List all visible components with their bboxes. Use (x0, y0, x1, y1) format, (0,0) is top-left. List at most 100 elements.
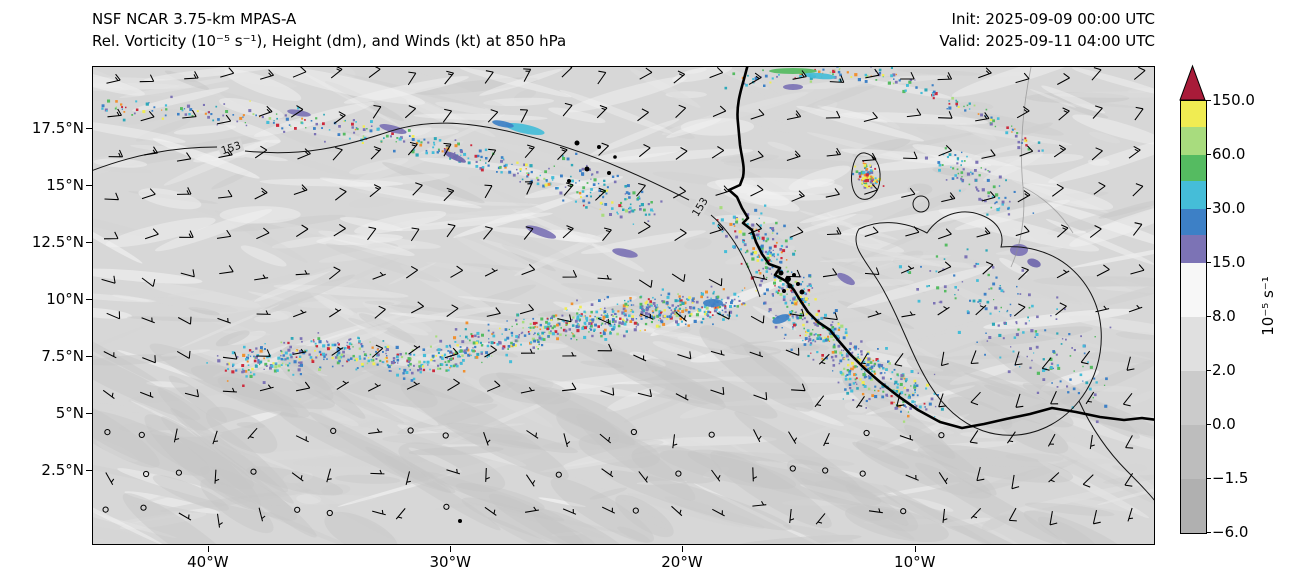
wind-barb (1124, 473, 1134, 487)
wind-barb (106, 73, 121, 84)
wind-barb (488, 148, 497, 163)
wind-barb (443, 142, 452, 157)
wind-barb (938, 145, 952, 157)
wind-barb (141, 188, 156, 200)
model-title: NSF NCAR 3.75-km MPAS-A (92, 10, 297, 28)
x-tick-label: 40°W (187, 553, 229, 571)
wind-barb (487, 109, 499, 123)
wind-barb (1057, 72, 1070, 85)
wind-barb (636, 182, 646, 197)
wind-barb (1051, 183, 1064, 197)
y-tick-label: 2.5°N (41, 460, 84, 479)
colorbar-tick-label: 15.0 (1212, 253, 1246, 271)
wind-barb (896, 392, 905, 407)
x-tick-mark (681, 546, 684, 552)
wind-barb (938, 393, 947, 408)
colorbar-tick-mark (1206, 208, 1211, 210)
wind-barb (297, 148, 311, 160)
wind-barb (563, 182, 574, 196)
wind-barb (748, 72, 762, 85)
wind-barb (599, 433, 612, 444)
wind-barb (789, 308, 805, 317)
wind-barb (673, 70, 686, 84)
y-tick-mark (86, 127, 92, 129)
wind-barb (182, 109, 197, 119)
wind-barb (295, 270, 310, 276)
island (458, 519, 462, 523)
wind-barb (102, 389, 115, 400)
wind-barb (444, 347, 459, 359)
field-title: Rel. Vorticity (10⁻⁵ s⁻¹), Height (dm), … (92, 32, 567, 50)
wind-barb (981, 191, 996, 202)
height-contour (244, 122, 690, 201)
wind-barb (671, 505, 683, 517)
wind-barb (1128, 145, 1141, 159)
y-tick-label: 12.5°N (31, 232, 84, 251)
wind-barb (940, 351, 949, 367)
calm-wind-marker (140, 504, 147, 511)
wind-barb (597, 343, 613, 352)
wind-barb (825, 188, 840, 198)
wind-barb (218, 148, 233, 159)
wind-barb (176, 152, 192, 162)
y-tick-mark (86, 355, 92, 357)
wind-barb (1018, 266, 1029, 280)
wind-barb (709, 67, 724, 79)
calm-wind-marker (630, 428, 638, 436)
height-contour (855, 211, 1102, 436)
wind-barb (101, 275, 116, 284)
wind-barb (259, 384, 274, 392)
wind-barb (408, 345, 421, 355)
calm-wind-marker (442, 432, 449, 439)
wind-barb (789, 226, 804, 238)
wind-barb (1006, 431, 1016, 444)
vorticity-patch (804, 72, 836, 80)
wind-barb (712, 105, 727, 117)
wind-barb (563, 433, 571, 448)
wind-barb (256, 349, 271, 357)
wind-barb (1011, 474, 1020, 490)
wind-barb (1096, 264, 1110, 277)
calm-wind-marker (859, 470, 866, 477)
wind-barb (483, 432, 491, 446)
wind-barb (444, 70, 455, 85)
wind-barb (142, 355, 156, 364)
wind-barb (258, 507, 266, 522)
wind-barb (374, 305, 386, 319)
x-tick-mark (207, 546, 210, 552)
wind-barb (1016, 106, 1030, 119)
wind-barb (523, 68, 532, 82)
wind-barb (941, 192, 956, 203)
wind-barb (822, 268, 838, 278)
wind-barb (1017, 190, 1031, 203)
wind-barb (372, 271, 386, 280)
wind-barb (368, 428, 383, 435)
wind-barb (411, 301, 425, 314)
wind-barb (1047, 433, 1056, 447)
wind-barb (395, 508, 406, 520)
wind-barb (864, 226, 879, 238)
wind-barb (1125, 435, 1134, 449)
x-tick-label: 30°W (429, 553, 471, 571)
wind-barb (900, 265, 915, 274)
wind-barb (715, 185, 730, 196)
wind-barb (1056, 269, 1070, 279)
wind-barb (368, 67, 381, 79)
wind-barb (1014, 351, 1023, 366)
wind-barb (562, 102, 573, 117)
wind-barb (520, 109, 529, 123)
wind-barb (107, 108, 122, 118)
wind-barb (329, 308, 342, 318)
wind-barb (868, 508, 883, 514)
wind-barb (748, 223, 762, 235)
wind-barb (1008, 507, 1017, 522)
vorticity-patch (783, 84, 803, 90)
colorbar-tick-mark (1206, 154, 1211, 156)
wind-barb (638, 471, 649, 483)
wind-barb (749, 150, 764, 162)
wind-barb (859, 353, 868, 366)
wind-barb (218, 189, 233, 199)
calm-wind-marker (294, 506, 301, 513)
wind-barb (562, 225, 574, 239)
y-tick-label: 17.5°N (31, 118, 84, 137)
